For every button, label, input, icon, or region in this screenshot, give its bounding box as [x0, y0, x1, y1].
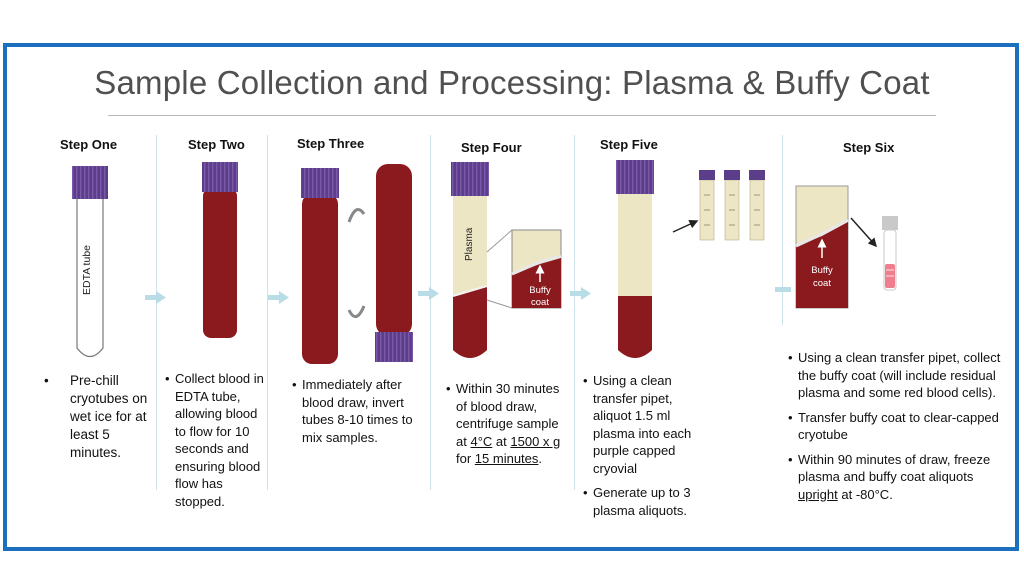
divider-5 [782, 135, 783, 325]
step-arrows [145, 287, 791, 304]
invert-arrow-top [347, 208, 366, 223]
step-six-bullet-2: Transfer buffy coat to clear-capped cryo… [798, 409, 999, 443]
step-five-text: • Using a clean transfer pipet, aliquot 1… [583, 372, 709, 526]
step-two-text: • Collect blood in EDTA tube, allowing bl… [165, 370, 269, 517]
step-arrow [418, 287, 439, 300]
step-five-title: Step Five [600, 137, 658, 152]
step-six-bullet-1: Using a clean transfer pipet, collect th… [798, 350, 1001, 400]
plasma-label: Plasma [464, 227, 475, 261]
tube-cap [72, 166, 108, 199]
blood-tube-full [202, 162, 238, 338]
step-three-bullet: Immediately after blood draw, invert tub… [302, 377, 413, 445]
centrifuge-duration: 15 minutes [474, 451, 539, 466]
zoom-line-bottom [486, 299, 513, 309]
transfer-arrow [850, 217, 877, 248]
aliquot-vial [724, 170, 740, 241]
aliquot-vial [699, 170, 715, 241]
tube-cap [375, 332, 413, 362]
zoom-line-top [486, 229, 513, 253]
step-four-text: • Within 30 minutes of blood draw, centri… [446, 380, 570, 475]
step-three-text: • Immediately after blood draw, invert tu… [292, 376, 426, 453]
slide-title: Sample Collection and Processing: Plasma… [94, 64, 930, 101]
buffy-coat-label-step6: Buffy coat [811, 265, 833, 289]
step-three-title: Step Three [297, 136, 365, 151]
step-five-bullet-1: Using a clean transfer pipet, aliquot 1.… [593, 373, 692, 476]
step-four-title: Step Four [461, 140, 522, 155]
divider-2 [267, 135, 268, 490]
centrifuged-tube [451, 162, 489, 358]
buffy-coat-label-zoom: Buffy coat [529, 285, 551, 308]
step-one-text: • Pre-chill cryotubes on wet ice for at l… [44, 372, 152, 469]
divider-3 [430, 135, 431, 490]
edta-tube-empty [72, 166, 108, 358]
tube-cap [202, 162, 238, 192]
tube-cap [301, 168, 339, 198]
step-five-bullet-2: Generate up to 3 plasma aliquots. [593, 485, 691, 518]
step-arrow [268, 291, 289, 304]
step-six-text: • Using a clean transfer pipet, collect t… [788, 349, 1008, 510]
step-four-bullet: Within 30 minutes of blood draw, centrif… [456, 381, 561, 466]
divider-1 [156, 135, 157, 490]
aliquot-arrow [672, 220, 699, 233]
clear-capped-cryotube [882, 216, 898, 291]
step-two-title: Step Two [188, 137, 245, 152]
buffy-coat-collection [795, 185, 849, 309]
step-six-bullet-3: Within 90 minutes of draw, freeze plasma… [798, 451, 991, 502]
step-arrow [570, 287, 591, 300]
tube-cap [616, 160, 654, 194]
title-rule [108, 115, 936, 116]
aliquot-vial [749, 170, 765, 241]
step-six-title: Step Six [843, 140, 895, 155]
slide-frame [3, 43, 1019, 551]
temperature: 4°C [470, 433, 493, 449]
divider-4 [574, 135, 575, 490]
invert-arrow-bottom [347, 305, 366, 318]
buffy-coat-zoom [511, 229, 562, 309]
tube-cap [451, 162, 489, 196]
step-one-title: Step One [60, 137, 118, 152]
step-arrow [775, 287, 791, 292]
step-two-bullet: Collect blood in EDTA tube, allowing blo… [175, 371, 264, 509]
edta-tube-label: EDTA tube [81, 245, 93, 295]
step-arrow [145, 291, 166, 304]
step-one-bullet: Pre-chill cryotubes on wet ice for at le… [70, 373, 148, 460]
plasma-aliquot-vials [699, 170, 765, 241]
blood-tube-upright [301, 168, 339, 364]
plasma-tube [616, 160, 654, 358]
upright-emphasis: upright [798, 486, 838, 502]
blood-tube-inverted [375, 164, 413, 362]
centrifuge-speed: 1500 x g [510, 433, 561, 449]
